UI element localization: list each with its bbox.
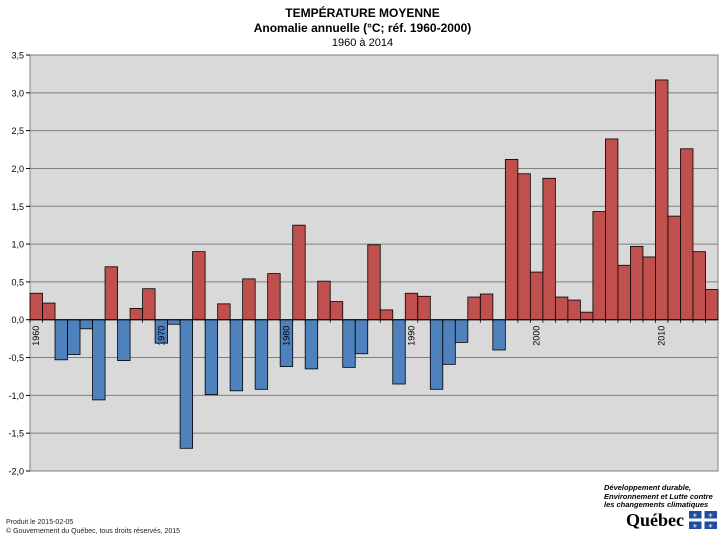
x-tick-label: 2010 — [657, 326, 667, 346]
y-tick-label: -1,5 — [8, 429, 24, 439]
copyright-notice: © Gouvernement du Québec, tous droits ré… — [6, 528, 181, 535]
bar-1989 — [392, 319, 406, 385]
svg-text:⚜: ⚜ — [708, 523, 713, 529]
bar-1993 — [442, 319, 456, 365]
bar-2003 — [567, 299, 581, 321]
bar-1977 — [242, 278, 256, 321]
bar-1961 — [42, 302, 56, 321]
bar-1988 — [379, 309, 394, 321]
x-tick-label: 1970 — [156, 326, 166, 346]
bar-1978 — [254, 319, 269, 390]
svg-text:⚜: ⚜ — [708, 513, 713, 520]
bar-1969 — [142, 288, 156, 321]
bar-1981 — [292, 224, 306, 321]
bar-2008 — [630, 245, 644, 321]
chart-title-block: TEMPÉRATURE MOYENNE Anomalie annuelle (°… — [0, 6, 725, 50]
ministry-tagline: Développement durable, Environnement et … — [604, 483, 713, 509]
x-tick-label: 2000 — [532, 326, 542, 346]
bar-1968 — [129, 307, 143, 321]
x-tick-label: 1980 — [281, 326, 291, 346]
chart-subtitle: Anomalie annuelle (°C; réf. 1960-2000) — [253, 21, 472, 35]
bar-1994 — [454, 319, 469, 343]
bar-1963 — [67, 319, 81, 355]
bar-1996 — [479, 293, 494, 321]
bar-series — [29, 79, 719, 449]
y-axis: 3,5 3,0 2,5 2,0 1,5 1,0 0,5 0,0 -0,5 -1,0 -1,5 -2,0 — [8, 51, 30, 477]
y-tick-label: 1,0 — [11, 240, 24, 250]
bar-1965 — [92, 319, 106, 401]
y-tick-label: 3,5 — [11, 51, 24, 61]
bar-1998 — [504, 158, 519, 321]
bar-1974 — [204, 319, 219, 396]
bar-1960 — [29, 292, 43, 321]
bar-1995 — [467, 296, 481, 321]
bar-2014 — [705, 289, 719, 321]
fleur-de-lis-icon: ⚜ ⚜ ⚜ ⚜ — [689, 511, 717, 529]
bar-1997 — [492, 319, 506, 351]
bar-1983 — [317, 280, 331, 321]
bar-2012 — [680, 148, 694, 321]
bar-2002 — [554, 296, 569, 321]
chart-title: TEMPÉRATURE MOYENNE — [285, 6, 440, 20]
bar-1979 — [267, 273, 281, 321]
y-tick-label: 3,0 — [11, 88, 24, 98]
x-tick-label: 1960 — [31, 326, 41, 346]
bar-1975 — [217, 303, 231, 321]
y-tick-label: -0,5 — [8, 353, 24, 363]
bar-1962 — [54, 319, 68, 361]
bar-2013 — [692, 251, 706, 321]
bar-2009 — [642, 256, 656, 321]
bar-1971 — [167, 319, 181, 325]
svg-text:⚜: ⚜ — [692, 523, 697, 529]
quebec-logo-word: Québec — [626, 510, 684, 530]
bar-1982 — [304, 319, 319, 370]
bar-2007 — [617, 264, 631, 321]
x-axis: 1960 1970 1980 1990 2000 2010 — [29, 319, 718, 346]
bar-1984 — [329, 301, 344, 321]
bar-1966 — [104, 266, 118, 321]
bar-1987 — [367, 244, 381, 321]
bar-1964 — [79, 319, 93, 330]
y-tick-label: 1,5 — [11, 202, 24, 212]
bar-2000 — [529, 271, 544, 321]
y-tick-label: -2,0 — [8, 467, 24, 477]
bar-1972 — [179, 319, 194, 449]
y-tick-label: 2,5 — [11, 126, 24, 136]
bar-1999 — [517, 173, 531, 321]
y-tick-label: -1,0 — [8, 391, 24, 401]
gridlines — [30, 92, 718, 434]
bar-1967 — [117, 319, 131, 361]
bar-2005 — [592, 211, 606, 321]
bar-2011 — [667, 215, 681, 321]
bar-2010 — [655, 79, 669, 321]
y-tick-label: 0,0 — [11, 315, 24, 325]
bar-2001 — [542, 177, 556, 321]
bar-1992 — [429, 319, 444, 390]
bar-1985 — [342, 319, 356, 368]
bar-2006 — [605, 138, 619, 321]
y-tick-label: 0,5 — [11, 277, 24, 287]
bar-1986 — [354, 319, 369, 355]
x-tick-label: 1990 — [407, 326, 417, 346]
chart-period: 1960 à 2014 — [331, 37, 394, 49]
bar-1991 — [417, 295, 431, 321]
y-tick-label: 2,0 — [11, 164, 24, 174]
bar-1990 — [404, 292, 419, 321]
bar-2004 — [580, 311, 594, 321]
produced-date: Produit le 2015-02-05 — [6, 519, 74, 526]
svg-text:⚜: ⚜ — [692, 513, 697, 520]
bar-1973 — [192, 251, 206, 321]
bar-1976 — [229, 319, 244, 392]
